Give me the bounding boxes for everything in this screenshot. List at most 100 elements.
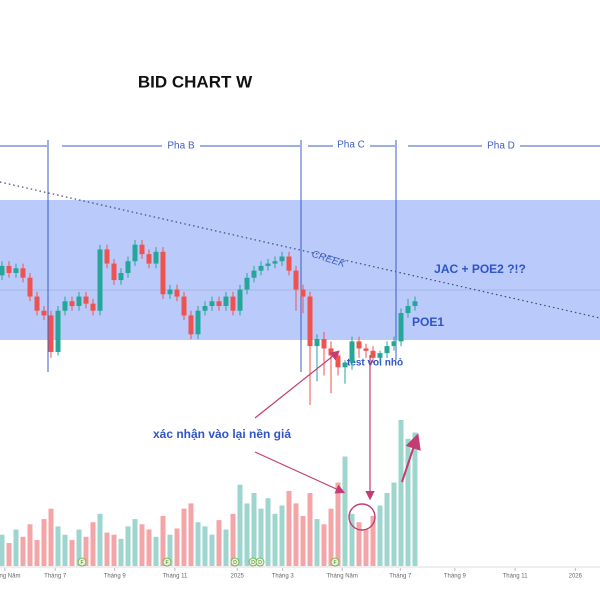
volume-bar: [251, 493, 257, 566]
volume-bar: [216, 520, 222, 566]
phase-label: Pha B: [167, 141, 195, 152]
candle-body: [398, 313, 404, 342]
candle-body: [349, 341, 355, 363]
volume-bar: [153, 536, 159, 566]
candle-body: [20, 268, 26, 278]
candle-body: [118, 273, 124, 281]
volume-bar: [27, 524, 33, 566]
candle-body: [188, 315, 194, 335]
candle-body: [265, 263, 271, 266]
candle-body: [76, 296, 82, 306]
candle-body: [370, 350, 376, 358]
volume-bar: [160, 515, 166, 566]
candle-body: [0, 265, 5, 276]
volume-bar: [76, 529, 82, 566]
volume-bar: [230, 513, 236, 566]
candle-body: [321, 339, 327, 349]
candle-body: [104, 249, 110, 264]
event-marker: [255, 557, 265, 567]
volume-bar: [104, 532, 110, 566]
candle-body: [48, 315, 54, 352]
volume-bar: [258, 508, 264, 566]
candle-body: [328, 348, 334, 356]
arrows: [254, 350, 421, 531]
candle-body: [314, 339, 320, 347]
volume-bar: [118, 538, 124, 566]
volume-bar: [97, 513, 103, 566]
volume-bar: [342, 456, 348, 566]
volume-bar: [202, 526, 208, 566]
candle-body: [160, 251, 166, 295]
event-marker: [77, 557, 87, 567]
event-marker: [162, 557, 172, 567]
volume-bar: [391, 482, 397, 566]
candle-body: [83, 296, 89, 304]
candle-body: [356, 341, 362, 349]
volume-bar: [174, 528, 180, 566]
volume-bar: [69, 539, 75, 566]
volume-bar: [279, 505, 285, 566]
volume-bar: [237, 484, 243, 566]
volume-bar: [41, 519, 47, 566]
phase-lines: [0, 140, 600, 372]
volume-bar: [167, 534, 173, 566]
candle-body: [132, 244, 138, 262]
candle-body: [307, 296, 313, 347]
candle-body: [300, 289, 306, 297]
candle-body: [251, 270, 257, 278]
candle-body: [13, 268, 19, 273]
marks: Tháng Năm Tháng 7 Tháng 9 Tháng 11 2025 Tháng…: [0, 240, 600, 580]
volume-bar: [55, 526, 61, 566]
volume-bar: [405, 438, 411, 566]
volume-bar: [384, 493, 390, 566]
x-tick-label: Tháng 9: [444, 574, 467, 580]
x-tick-label: 2025: [231, 574, 245, 580]
candle-body: [244, 277, 250, 290]
volume-bar: [272, 513, 278, 566]
candle-body: [146, 254, 152, 264]
x-tick-label: Tháng 7: [389, 574, 412, 580]
event-marker: [230, 557, 240, 567]
x-tick-label: Tháng Năm: [327, 574, 358, 580]
phase-label: Pha C: [337, 140, 365, 151]
volume-bar: [188, 503, 194, 566]
volume-bar: [62, 534, 68, 566]
annotation: JAC + POE2 ?!?: [434, 262, 526, 276]
volume-bar: [307, 493, 313, 566]
candle-body: [34, 296, 40, 311]
candle-body: [62, 301, 68, 311]
event-label: D: [258, 560, 262, 566]
volume-bar: [195, 522, 201, 566]
annotation: test vol nhỏ: [347, 358, 403, 369]
candle-body: [55, 310, 61, 352]
x-tick-label: Tháng 7: [44, 574, 67, 580]
volume-bar: [20, 536, 26, 566]
candle-body: [167, 289, 173, 295]
volume-bar: [377, 505, 383, 566]
candle-body: [209, 301, 215, 306]
volume-bar: [356, 522, 362, 566]
candle-body: [286, 256, 292, 271]
candle-body: [293, 270, 299, 290]
event-label: F: [165, 560, 168, 566]
volume-bar: [48, 508, 54, 566]
volume-bar: [132, 519, 138, 566]
volume-bar: [181, 508, 187, 566]
volume-bar: [146, 529, 152, 566]
candle-body: [97, 249, 103, 311]
volume-bar: [328, 508, 334, 566]
candle-body: [216, 301, 222, 306]
x-tick-label: 2026: [569, 574, 583, 580]
candle-body: [69, 301, 75, 306]
candle-body: [125, 261, 131, 273]
volume-bar: [363, 529, 369, 566]
x-tick-label: Tháng 9: [104, 574, 127, 580]
candle-body: [237, 289, 243, 311]
candle-body: [279, 256, 285, 262]
candle-body: [391, 341, 397, 347]
volume-bar: [125, 526, 131, 566]
volume-bar: [314, 519, 320, 566]
highlight-circle: [348, 503, 376, 531]
candle-body: [153, 251, 159, 264]
